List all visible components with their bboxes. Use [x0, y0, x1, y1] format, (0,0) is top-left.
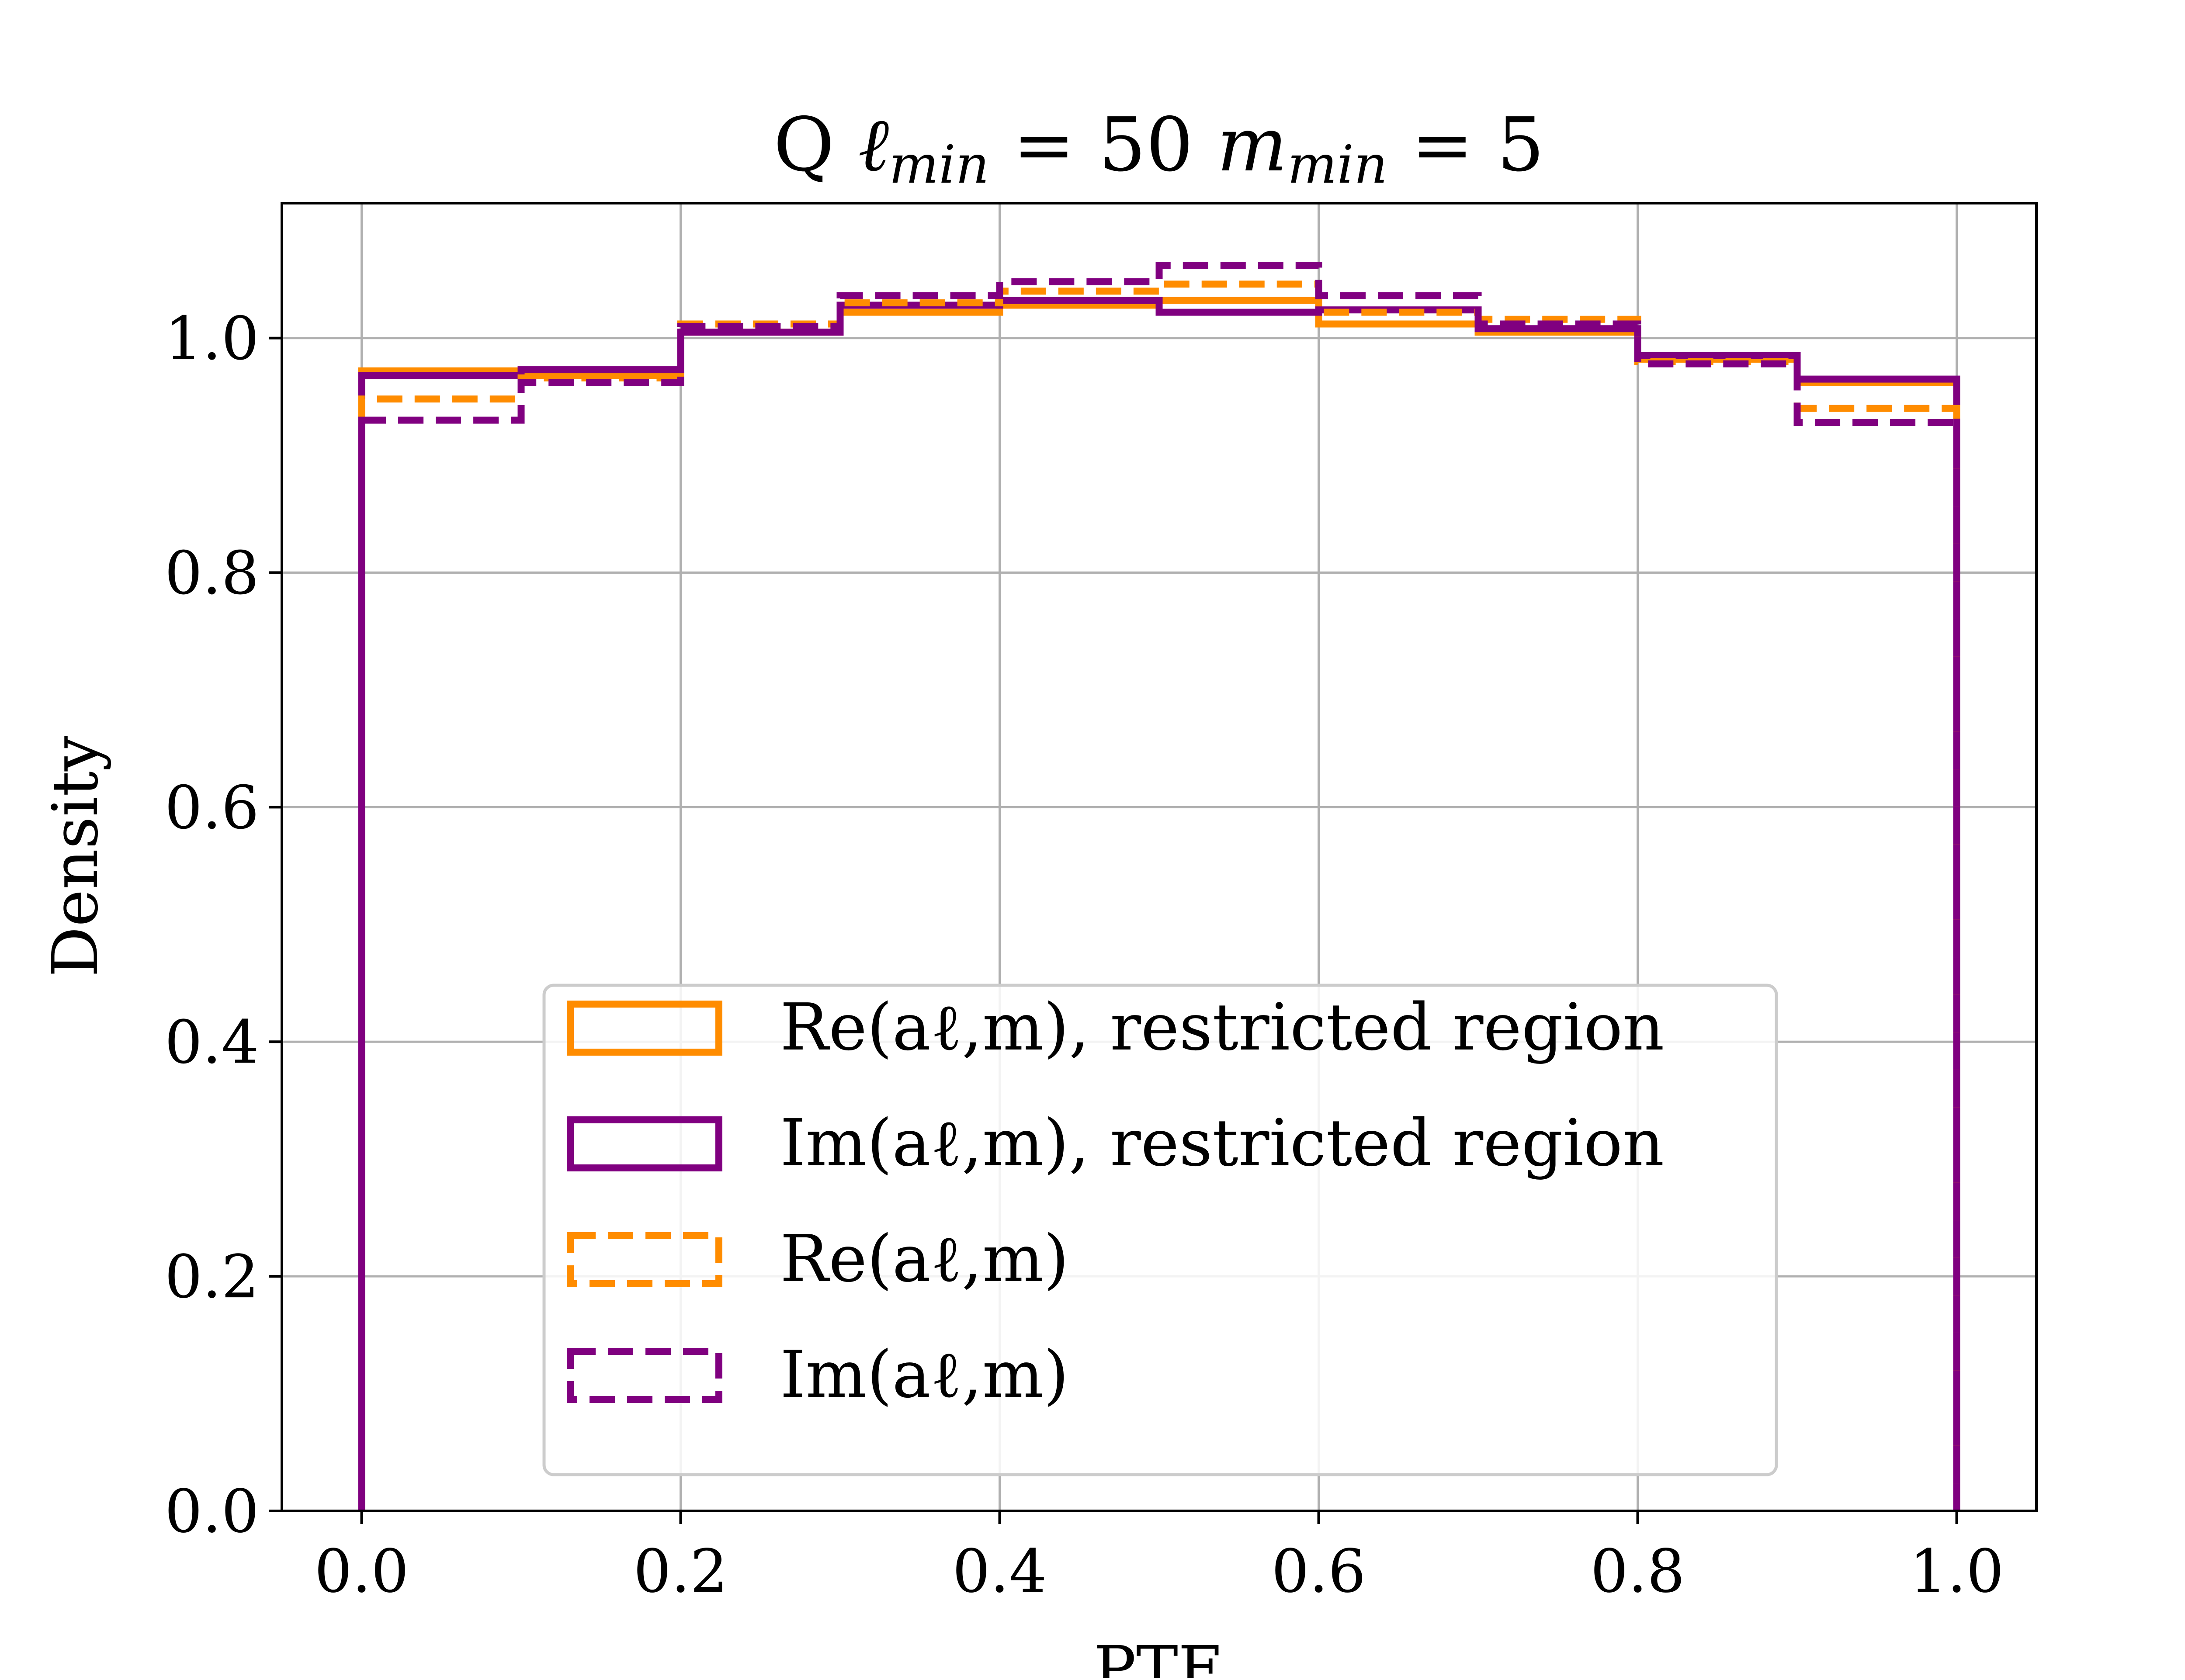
legend-swatch — [567, 1116, 722, 1171]
x-tick-label: 0.0 — [314, 1537, 409, 1606]
legend-label: Re(aℓ,m), restricted region — [780, 990, 1665, 1065]
y-tick-label: 1.0 — [165, 305, 259, 374]
histogram-step-dashed-re — [358, 281, 1960, 1511]
x-tick-label: 0.8 — [1590, 1537, 1685, 1606]
y-tick-label: 0.4 — [165, 1008, 259, 1077]
y-tick-label: 0.6 — [165, 773, 259, 842]
x-tick-label: 0.2 — [633, 1537, 728, 1606]
legend-swatch — [567, 1232, 722, 1287]
histogram-step-dashed-im — [358, 262, 1960, 1511]
legend-label: Im(aℓ,m), restricted region — [780, 1105, 1664, 1181]
x-axis-ticks: 0.0 0.2 0.4 0.6 0.8 1.0 — [314, 1511, 2004, 1606]
plot-frame — [281, 202, 2038, 1512]
legend-box — [542, 984, 1778, 1476]
histogram-step-solid-im — [358, 297, 1960, 1511]
y-tick-label: 0.2 — [165, 1243, 259, 1312]
chart-title: Q ℓmin = 50 mmin = 5 — [773, 102, 1544, 195]
x-tick-label: 0.6 — [1271, 1537, 1366, 1606]
y-axis-ticks: 0.0 0.2 0.4 0.6 0.8 1.0 — [165, 305, 282, 1546]
y-tick-label: 0.8 — [165, 539, 259, 608]
x-axis-label: PTE — [1094, 1632, 1224, 1678]
legend-swatch — [567, 1001, 722, 1056]
histogram-series — [358, 262, 1960, 1511]
x-tick-label: 1.0 — [1909, 1537, 2004, 1606]
y-tick-label: 0.0 — [165, 1477, 259, 1546]
legend: Re(aℓ,m), restricted region Im(aℓ,m), res… — [542, 984, 1778, 1476]
y-axis-label: Density — [38, 736, 112, 977]
legend-label: Im(aℓ,m) — [780, 1337, 1069, 1412]
legend-swatch — [567, 1348, 722, 1403]
x-tick-label: 0.4 — [952, 1537, 1047, 1606]
legend-label: Re(aℓ,m) — [780, 1221, 1069, 1296]
